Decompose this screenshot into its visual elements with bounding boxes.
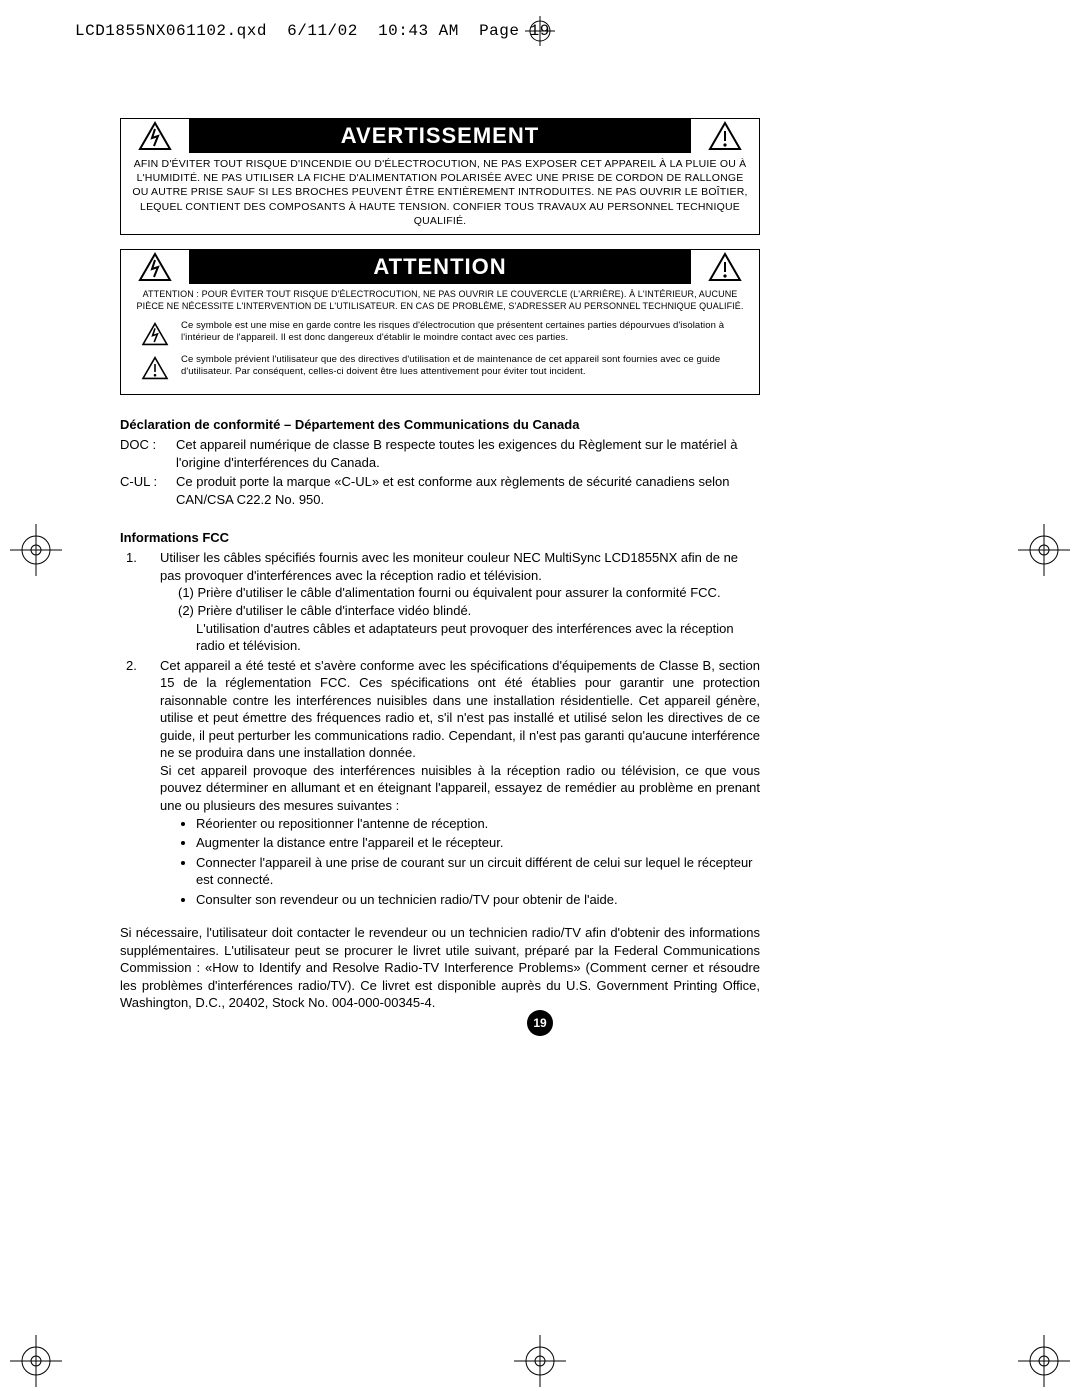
crop-mark-top: [520, 16, 560, 46]
cul-text: Ce produit porte la marque «C-UL» et est…: [176, 473, 760, 508]
exclaim-triangle-icon: [139, 354, 171, 380]
symbol-bolt-text: Ce symbole est une mise en garde contre …: [181, 320, 741, 345]
fcc-closing: Si nécessaire, l'utilisateur doit contac…: [120, 924, 760, 1012]
fcc-item1-a: (1) Prière d'utiliser le câble d'aliment…: [160, 584, 760, 602]
crop-mark-bl: [6, 1331, 66, 1391]
attention-title: ATTENTION: [189, 250, 691, 284]
fcc-num-2: 2.: [120, 657, 160, 911]
fcc-bullet: Consulter son revendeur ou un technicien…: [196, 891, 760, 909]
bolt-triangle-icon: [139, 320, 171, 346]
attention-top-text: ATTENTION : POUR ÉVITER TOUT RISQUE D'ÉL…: [129, 288, 751, 312]
doc-text: Cet appareil numérique de classe B respe…: [176, 436, 760, 471]
fcc-body-2: Cet appareil a été testé et s'avère conf…: [160, 657, 760, 911]
page-number-badge: 19: [527, 1010, 553, 1036]
exclaim-triangle-icon: [691, 119, 759, 153]
fcc-bullet: Augmenter la distance entre l'appareil e…: [196, 834, 760, 852]
file-date: 6/11/02: [287, 22, 358, 40]
fcc-num-1: 1.: [120, 549, 160, 654]
avertissement-title: AVERTISSEMENT: [189, 119, 691, 153]
decl-title: Déclaration de conformité – Département …: [120, 417, 760, 432]
page-number: 19: [533, 1016, 546, 1030]
exclaim-triangle-icon: [691, 250, 759, 284]
fcc-body-1: Utiliser les câbles spécifiés fournis av…: [160, 549, 760, 654]
fcc-title: Informations FCC: [120, 530, 760, 545]
file-header: LCD1855NX061102.qxd 6/11/02 10:43 AM Pag…: [75, 22, 550, 40]
crop-mark-br: [1014, 1331, 1074, 1391]
fcc-bullet: Réorienter ou repositionner l'antenne de…: [196, 815, 760, 833]
avertissement-box: AVERTISSEMENT AFIN D'ÉVITER TOUT RISQUE …: [120, 118, 760, 235]
symbol-exclaim-text: Ce symbole prévient l'utilisateur que de…: [181, 354, 741, 379]
crop-mark-bottom: [510, 1331, 570, 1391]
cul-row: C-UL : Ce produit porte la marque «C-UL»…: [120, 473, 760, 508]
fcc-bullets: Réorienter ou repositionner l'antenne de…: [160, 815, 760, 909]
attention-box: ATTENTION ATTENTION : POUR ÉVITER TOUT R…: [120, 249, 760, 395]
fcc-item1-b: (2) Prière d'utiliser le câble d'interfa…: [160, 602, 760, 620]
page-content: AVERTISSEMENT AFIN D'ÉVITER TOUT RISQUE …: [120, 118, 760, 1012]
cul-label: C-UL :: [120, 473, 176, 508]
file-name: LCD1855NX061102.qxd: [75, 22, 267, 40]
attention-header: ATTENTION: [121, 250, 759, 284]
symbol-row-exclaim: Ce symbole prévient l'utilisateur que de…: [129, 352, 751, 382]
doc-row: DOC : Cet appareil numérique de classe B…: [120, 436, 760, 471]
fcc-item-1: 1. Utiliser les câbles spécifiés fournis…: [120, 549, 760, 654]
fcc-item2-p2: Si cet appareil provoque des interférenc…: [160, 762, 760, 815]
crop-mark-right: [1014, 520, 1074, 580]
fcc-item-2: 2. Cet appareil a été testé et s'avère c…: [120, 657, 760, 911]
attention-body: ATTENTION : POUR ÉVITER TOUT RISQUE D'ÉL…: [121, 284, 759, 394]
file-time: 10:43 AM: [378, 22, 459, 40]
fcc-bullet: Connecter l'appareil à une prise de cour…: [196, 854, 760, 889]
bolt-triangle-icon: [121, 119, 189, 153]
bolt-triangle-icon: [121, 250, 189, 284]
doc-label: DOC :: [120, 436, 176, 471]
fcc-item1-main: Utiliser les câbles spécifiés fournis av…: [160, 549, 760, 584]
fcc-item1-c: L'utilisation d'autres câbles et adaptat…: [160, 620, 760, 655]
avertissement-body: AFIN D'ÉVITER TOUT RISQUE D'INCENDIE OU …: [121, 153, 759, 234]
avertissement-header: AVERTISSEMENT: [121, 119, 759, 153]
fcc-item2-main: Cet appareil a été testé et s'avère conf…: [160, 657, 760, 762]
symbol-row-bolt: Ce symbole est une mise en garde contre …: [129, 318, 751, 348]
crop-mark-left: [6, 520, 66, 580]
